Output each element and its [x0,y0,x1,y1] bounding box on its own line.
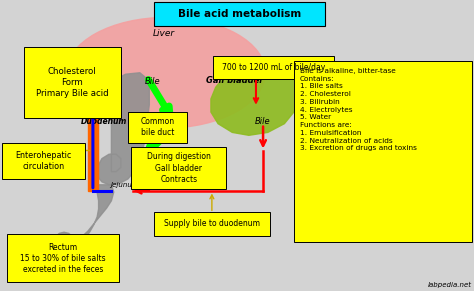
FancyBboxPatch shape [2,143,85,179]
Text: Duodenum: Duodenum [81,117,128,126]
Text: Supply bile to duodenum: Supply bile to duodenum [164,219,260,228]
Polygon shape [48,244,65,262]
Text: 700 to 1200 mL of bile/day: 700 to 1200 mL of bile/day [222,63,325,72]
Ellipse shape [66,17,265,128]
Polygon shape [211,68,301,135]
Text: Bile is alkaline, bitter-tase
Contains:
1. Bile salts
2. Cholesterol
3. Bilirubi: Bile is alkaline, bitter-tase Contains: … [300,68,417,151]
Text: Bile: Bile [255,117,271,126]
Text: Bile: Bile [145,77,160,86]
FancyBboxPatch shape [213,56,334,79]
Text: Jejunum: Jejunum [110,182,139,188]
FancyBboxPatch shape [154,2,325,26]
FancyBboxPatch shape [131,147,226,189]
Text: Common
bile duct: Common bile duct [141,117,174,137]
Polygon shape [56,185,114,245]
Text: Enterohepatic
circulation: Enterohepatic circulation [16,151,72,171]
FancyBboxPatch shape [154,212,270,236]
FancyBboxPatch shape [294,61,472,242]
FancyBboxPatch shape [128,112,187,143]
Polygon shape [97,73,149,185]
Text: Cholesterol
Form
Primary Bile acid: Cholesterol Form Primary Bile acid [36,67,109,98]
Bar [88,61,98,191]
Text: labpedia.net: labpedia.net [428,282,472,288]
Text: Liver: Liver [153,29,174,38]
Text: Bile acid metabolism: Bile acid metabolism [178,9,301,19]
Text: During digestion
Gall bladder
Contracts: During digestion Gall bladder Contracts [147,152,210,184]
FancyBboxPatch shape [7,234,118,282]
Text: Gall bladder: Gall bladder [206,76,264,85]
Text: Rectum
15 to 30% of bile salts
excreted in the feces: Rectum 15 to 30% of bile salts excreted … [20,243,106,274]
FancyBboxPatch shape [24,47,121,118]
